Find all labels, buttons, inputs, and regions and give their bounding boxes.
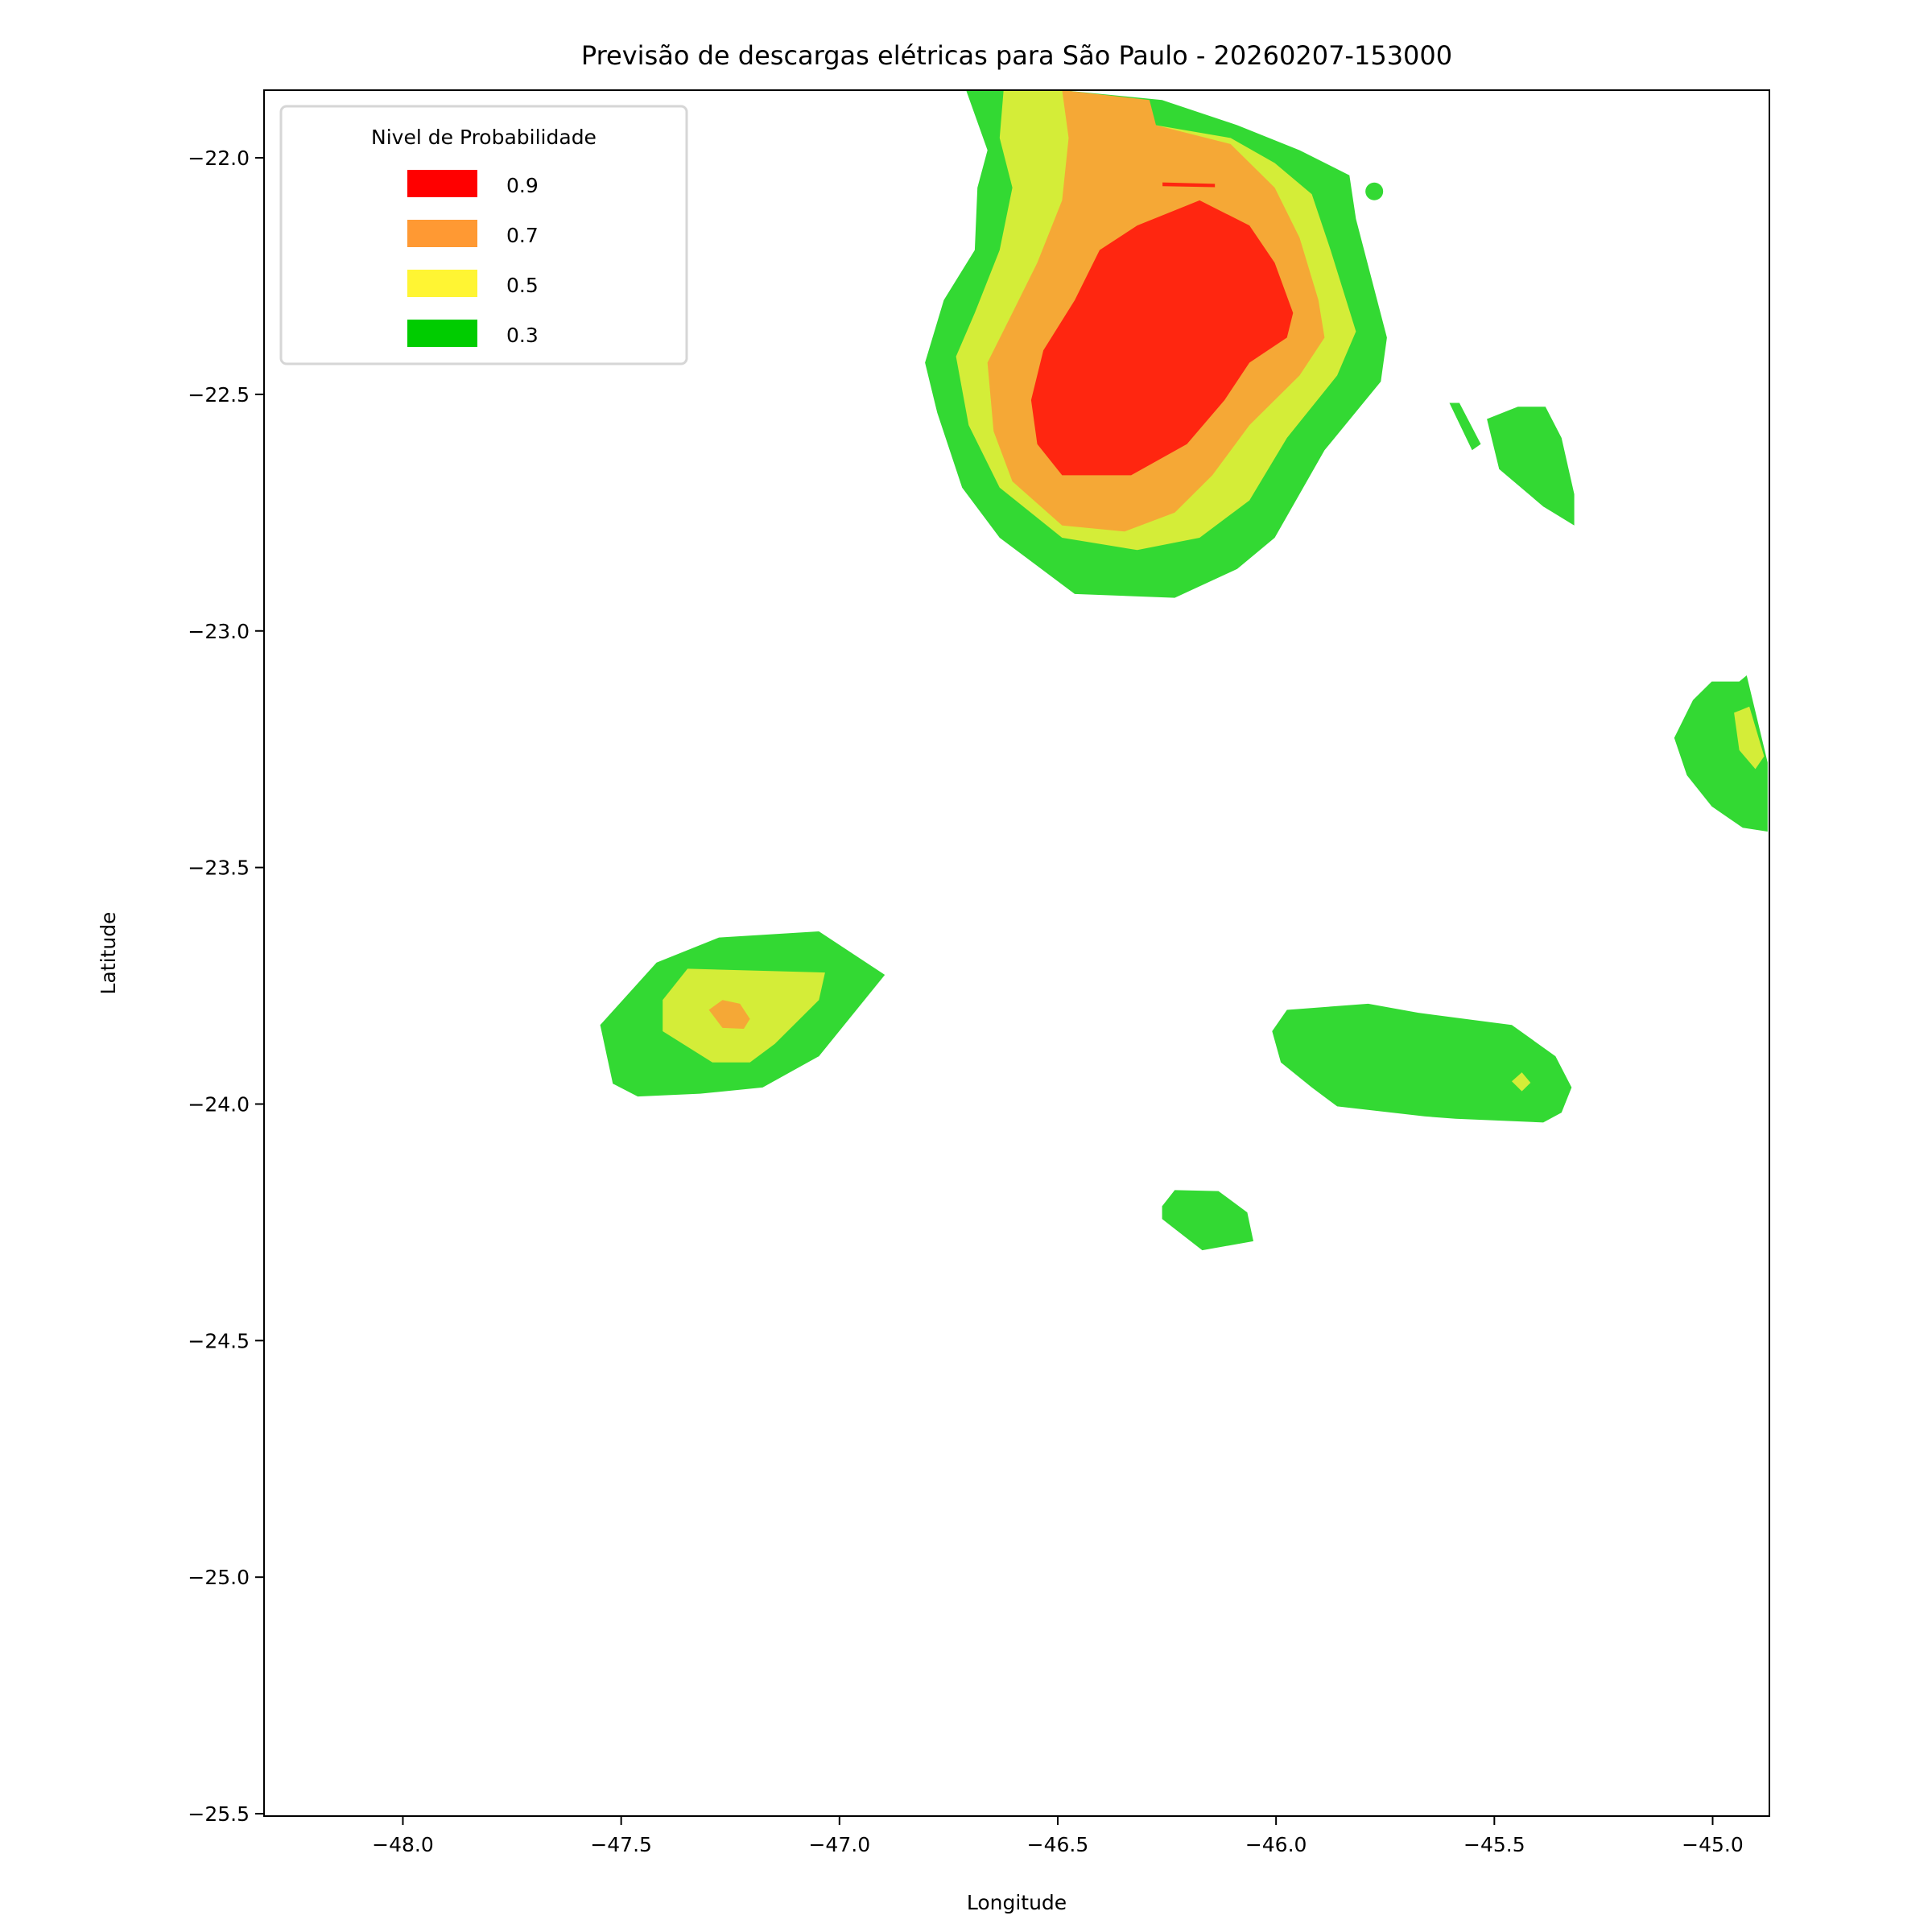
y-tick-label: −23.0 [188,620,250,643]
main-cell-strip-level-09 [1162,182,1216,188]
y-tick-label: −23.5 [188,857,250,880]
legend-swatch-05 [407,270,477,297]
contour-regions [600,90,1768,1251]
x-tick-label: −46.5 [1027,1833,1089,1856]
x-axis: −48.0 −47.5 −47.0 −46.5 −46.0 −45.5 −45.0 [372,1816,1744,1856]
x-tick-label: −48.0 [372,1833,434,1856]
x-tick-label: −47.0 [808,1833,870,1856]
isolated-cell-point [1365,182,1384,200]
y-tick-label: −24.5 [188,1329,250,1352]
chart-title: Previsão de descargas elétricas para São… [581,40,1452,71]
northeast-cell-level-03 [1487,407,1575,526]
legend-swatch-07 [407,220,477,247]
y-axis-label: Latitude [97,912,120,995]
x-tick-label: −47.5 [590,1833,652,1856]
legend-label: 0.3 [506,324,539,347]
plot-frame [263,89,1770,1817]
y-tick-label: −25.5 [188,1802,250,1826]
y-tick-label: −24.0 [188,1092,250,1116]
legend-label: 0.5 [506,274,539,297]
south-small-cell-level-03 [1162,1190,1253,1251]
legend-swatch-03 [407,320,477,347]
y-tick-label: −25.0 [188,1566,250,1589]
southeast-cell-level-03 [1272,1003,1572,1123]
northeast-strip-level-03 [1449,402,1481,451]
legend-title: Nivel de Probabilidade [371,126,597,149]
southwest-cell-level-07 [708,1000,750,1029]
x-tick-label: −45.0 [1682,1833,1744,1856]
legend: Nivel de Probabilidade 0.9 0.7 0.5 0.3 [279,105,688,365]
x-tick-label: −46.0 [1245,1833,1307,1856]
main-cell-level-09 [1030,200,1294,476]
y-tick-label: −22.5 [188,383,250,407]
legend-box [279,105,688,365]
legend-swatch-09 [407,170,477,197]
legend-label: 0.7 [506,224,539,247]
y-tick-label: −22.0 [188,147,250,170]
east-edge-cell-level-05 [1734,706,1765,770]
y-axis: −22.0 −22.5 −23.0 −23.5 −24.0 −24.5 −25.0 −25.5 [188,147,264,1826]
legend-label: 0.9 [506,174,539,197]
x-tick-label: −45.5 [1463,1833,1525,1856]
southeast-cell-level-05 [1512,1072,1531,1092]
x-axis-label: Longitude [967,1891,1067,1914]
